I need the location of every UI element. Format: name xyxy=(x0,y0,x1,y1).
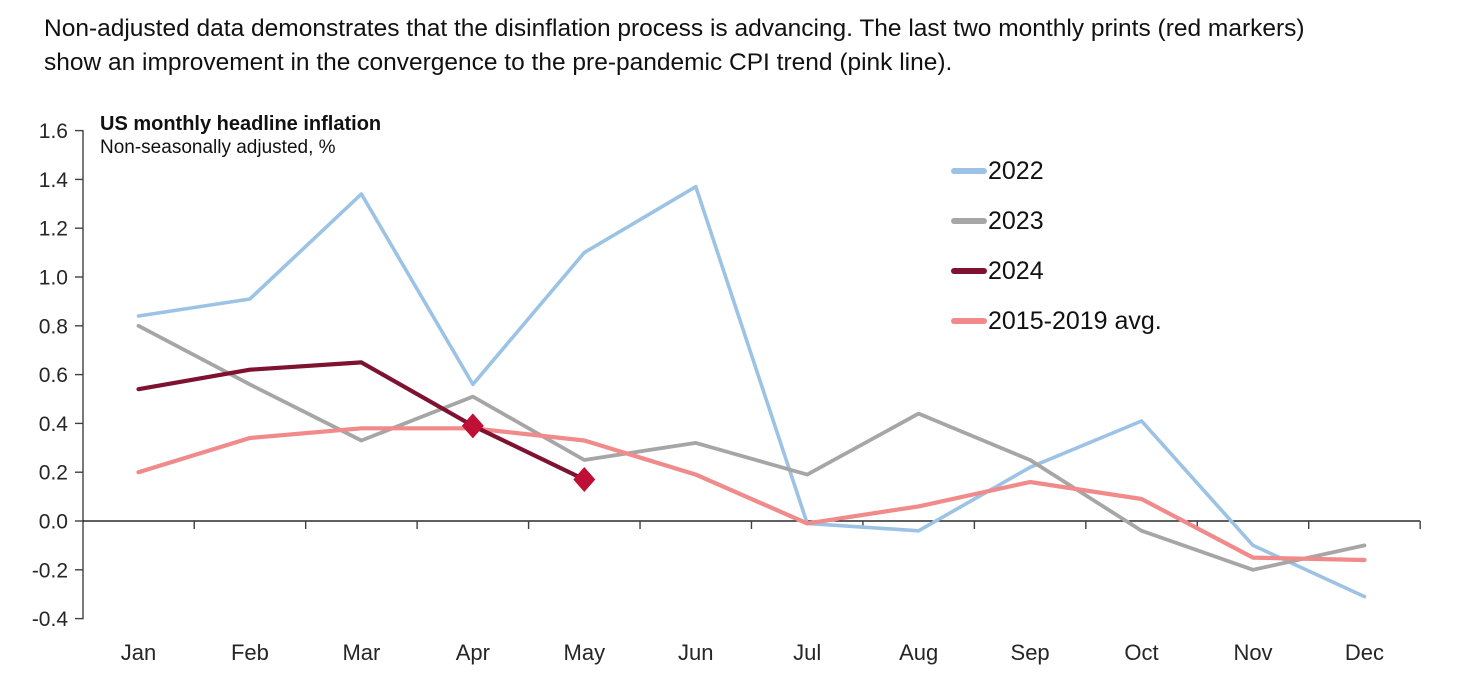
month-label: Apr xyxy=(456,640,490,665)
legend-entry-2023: 2023 xyxy=(951,196,1162,246)
series-line-2023 xyxy=(136,323,1367,572)
legend-swatch xyxy=(951,168,987,174)
month-label: Dec xyxy=(1345,640,1384,665)
legend-label: 2015-2019 avg. xyxy=(988,306,1162,335)
legend-label: 2024 xyxy=(988,256,1044,285)
y-tick-label: 0.4 xyxy=(39,413,69,436)
series-line-2015-2019-avg- xyxy=(136,426,1367,563)
header-line-2: show an improvement in the convergence t… xyxy=(44,49,953,76)
legend-label: 2022 xyxy=(988,156,1044,185)
month-label: Aug xyxy=(899,640,938,665)
month-label: Mar xyxy=(342,640,380,665)
legend-swatch xyxy=(951,218,987,224)
marker-diamond-may xyxy=(573,467,596,493)
legend-swatch xyxy=(951,318,987,324)
chart-title: US monthly headline inflation xyxy=(100,113,382,135)
y-tick-label: 0.6 xyxy=(39,364,68,387)
legend-entry-2022: 2022 xyxy=(951,146,1162,196)
chart-subtitle: Non-seasonally adjusted, % xyxy=(100,137,336,158)
month-label: Feb xyxy=(231,640,269,665)
y-tick-label: -0.2 xyxy=(32,559,68,582)
month-label: Jun xyxy=(678,640,713,665)
y-tick-label: 1.0 xyxy=(39,267,68,290)
marker-diamond-apr xyxy=(461,413,484,439)
month-label: Sep xyxy=(1011,640,1050,665)
chart-legend: 2022 2023 2024 2015-2019 avg. xyxy=(951,146,1162,346)
month-label: Oct xyxy=(1124,640,1158,665)
month-label: May xyxy=(564,640,606,665)
legend-entry-2024: 2024 xyxy=(951,246,1162,296)
legend-entry-2015-2019-avg-: 2015-2019 avg. xyxy=(951,296,1162,346)
y-tick-label: 1.4 xyxy=(39,169,69,192)
month-label: Nov xyxy=(1233,640,1272,665)
month-label: Jul xyxy=(793,640,821,665)
header-text: Non-adjusted data demonstrates that the … xyxy=(44,12,1444,80)
series-line-2024 xyxy=(136,360,587,482)
y-tick-label: -0.4 xyxy=(32,608,69,631)
series-line-2022 xyxy=(136,184,1367,599)
y-tick-label: 1.6 xyxy=(39,120,68,143)
legend-label: 2023 xyxy=(988,206,1044,235)
y-tick-label: 0.2 xyxy=(39,462,68,485)
month-label: Jan xyxy=(121,640,156,665)
legend-swatch xyxy=(951,268,987,274)
y-tick-label: 1.2 xyxy=(39,218,68,241)
y-tick-label: 0.8 xyxy=(39,315,68,338)
header-line-1: Non-adjusted data demonstrates that the … xyxy=(44,15,1305,42)
y-tick-label: 0.0 xyxy=(39,511,68,534)
